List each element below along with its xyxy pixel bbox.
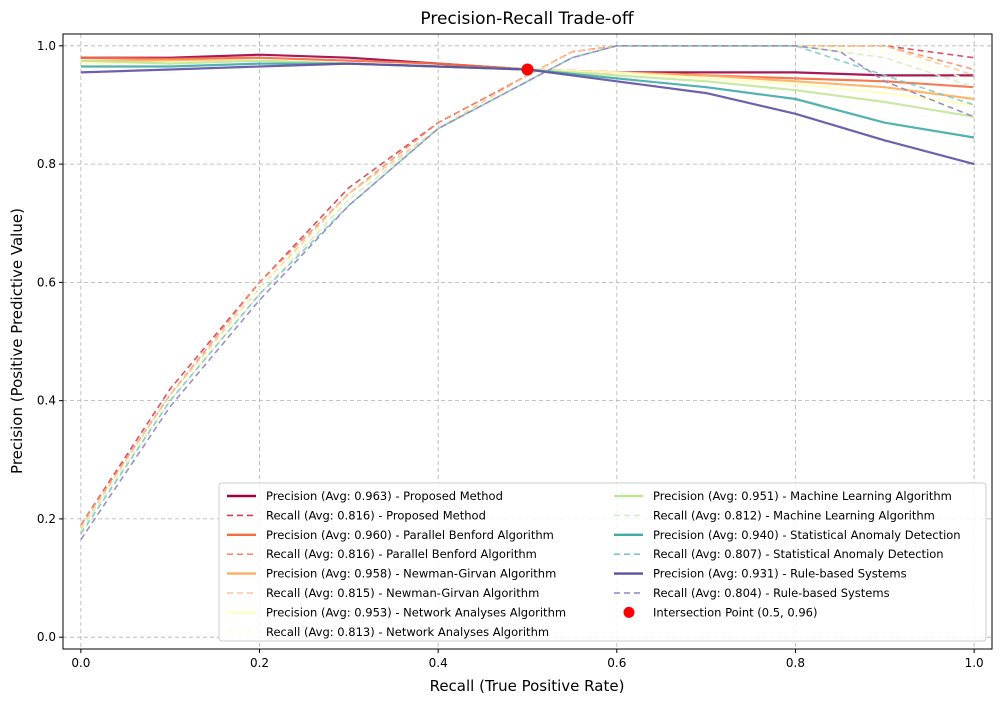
series-lines — [80, 44, 975, 541]
legend-marker-14 — [623, 606, 635, 618]
y-tick-label: 0.8 — [37, 157, 56, 171]
series-line-9 — [80, 44, 975, 532]
legend-label-14: Intersection Point (0.5, 0.96) — [653, 605, 817, 619]
legend-label-2: Precision (Avg: 0.960) - Parallel Benfor… — [266, 528, 554, 542]
x-tick-label: 0.8 — [786, 656, 805, 670]
series-line-7 — [80, 44, 975, 532]
legend-label-5: Recall (Avg: 0.815) - Newman-Girvan Algo… — [266, 586, 539, 600]
y-tick-label: 0.6 — [37, 275, 56, 289]
axis-ticks: 0.0 0.2 0.4 0.6 0.8 1.0 0.0 0.2 0.4 0.6 0.8 1.0 — [37, 39, 984, 670]
legend-label-0: Precision (Avg: 0.963) - Proposed Method — [266, 489, 503, 503]
y-tick-label: 0.2 — [37, 512, 56, 526]
legend: Precision (Avg: 0.963) - Proposed Method… — [218, 482, 987, 642]
legend-label-1: Recall (Avg: 0.816) - Proposed Method — [266, 508, 486, 522]
intersection-point-marker — [521, 63, 534, 76]
chart-title: Precision-Recall Trade-off — [420, 9, 635, 29]
legend-label-4: Precision (Avg: 0.958) - Newman-Girvan A… — [266, 567, 556, 581]
y-tick-label: 0.0 — [37, 630, 56, 644]
legend-label-11: Recall (Avg: 0.807) - Statistical Anomal… — [653, 547, 944, 561]
y-tick-label: 0.4 — [37, 394, 56, 408]
legend-label-3: Recall (Avg: 0.816) - Parallel Benford A… — [266, 547, 537, 561]
y-tick-label: 1.0 — [37, 39, 56, 53]
x-tick-label: 0.2 — [250, 656, 269, 670]
series-line-5 — [80, 44, 975, 529]
y-axis-label: Precision (Positive Predictive Value) — [8, 208, 26, 474]
x-tick-label: 0.0 — [71, 656, 90, 670]
legend-label-12: Precision (Avg: 0.931) - Rule-based Syst… — [653, 567, 907, 581]
legend-label-9: Recall (Avg: 0.812) - Machine Learning A… — [653, 508, 935, 522]
legend-label-6: Precision (Avg: 0.953) - Network Analyse… — [266, 605, 566, 619]
legend-box — [218, 482, 987, 642]
x-tick-label: 0.6 — [607, 656, 626, 670]
x-tick-label: 0.4 — [429, 656, 448, 670]
plot-frame — [62, 33, 993, 650]
legend-label-10: Precision (Avg: 0.940) - Statistical Ano… — [653, 528, 961, 542]
x-axis-label: Recall (True Positive Rate) — [430, 677, 625, 695]
legend-label-7: Recall (Avg: 0.813) - Network Analyses A… — [266, 625, 549, 639]
x-tick-label: 1.0 — [965, 656, 984, 670]
legend-label-13: Recall (Avg: 0.804) - Rule-based Systems — [653, 586, 890, 600]
legend-label-8: Precision (Avg: 0.951) - Machine Learnin… — [653, 489, 952, 503]
series-line-11 — [80, 44, 975, 535]
